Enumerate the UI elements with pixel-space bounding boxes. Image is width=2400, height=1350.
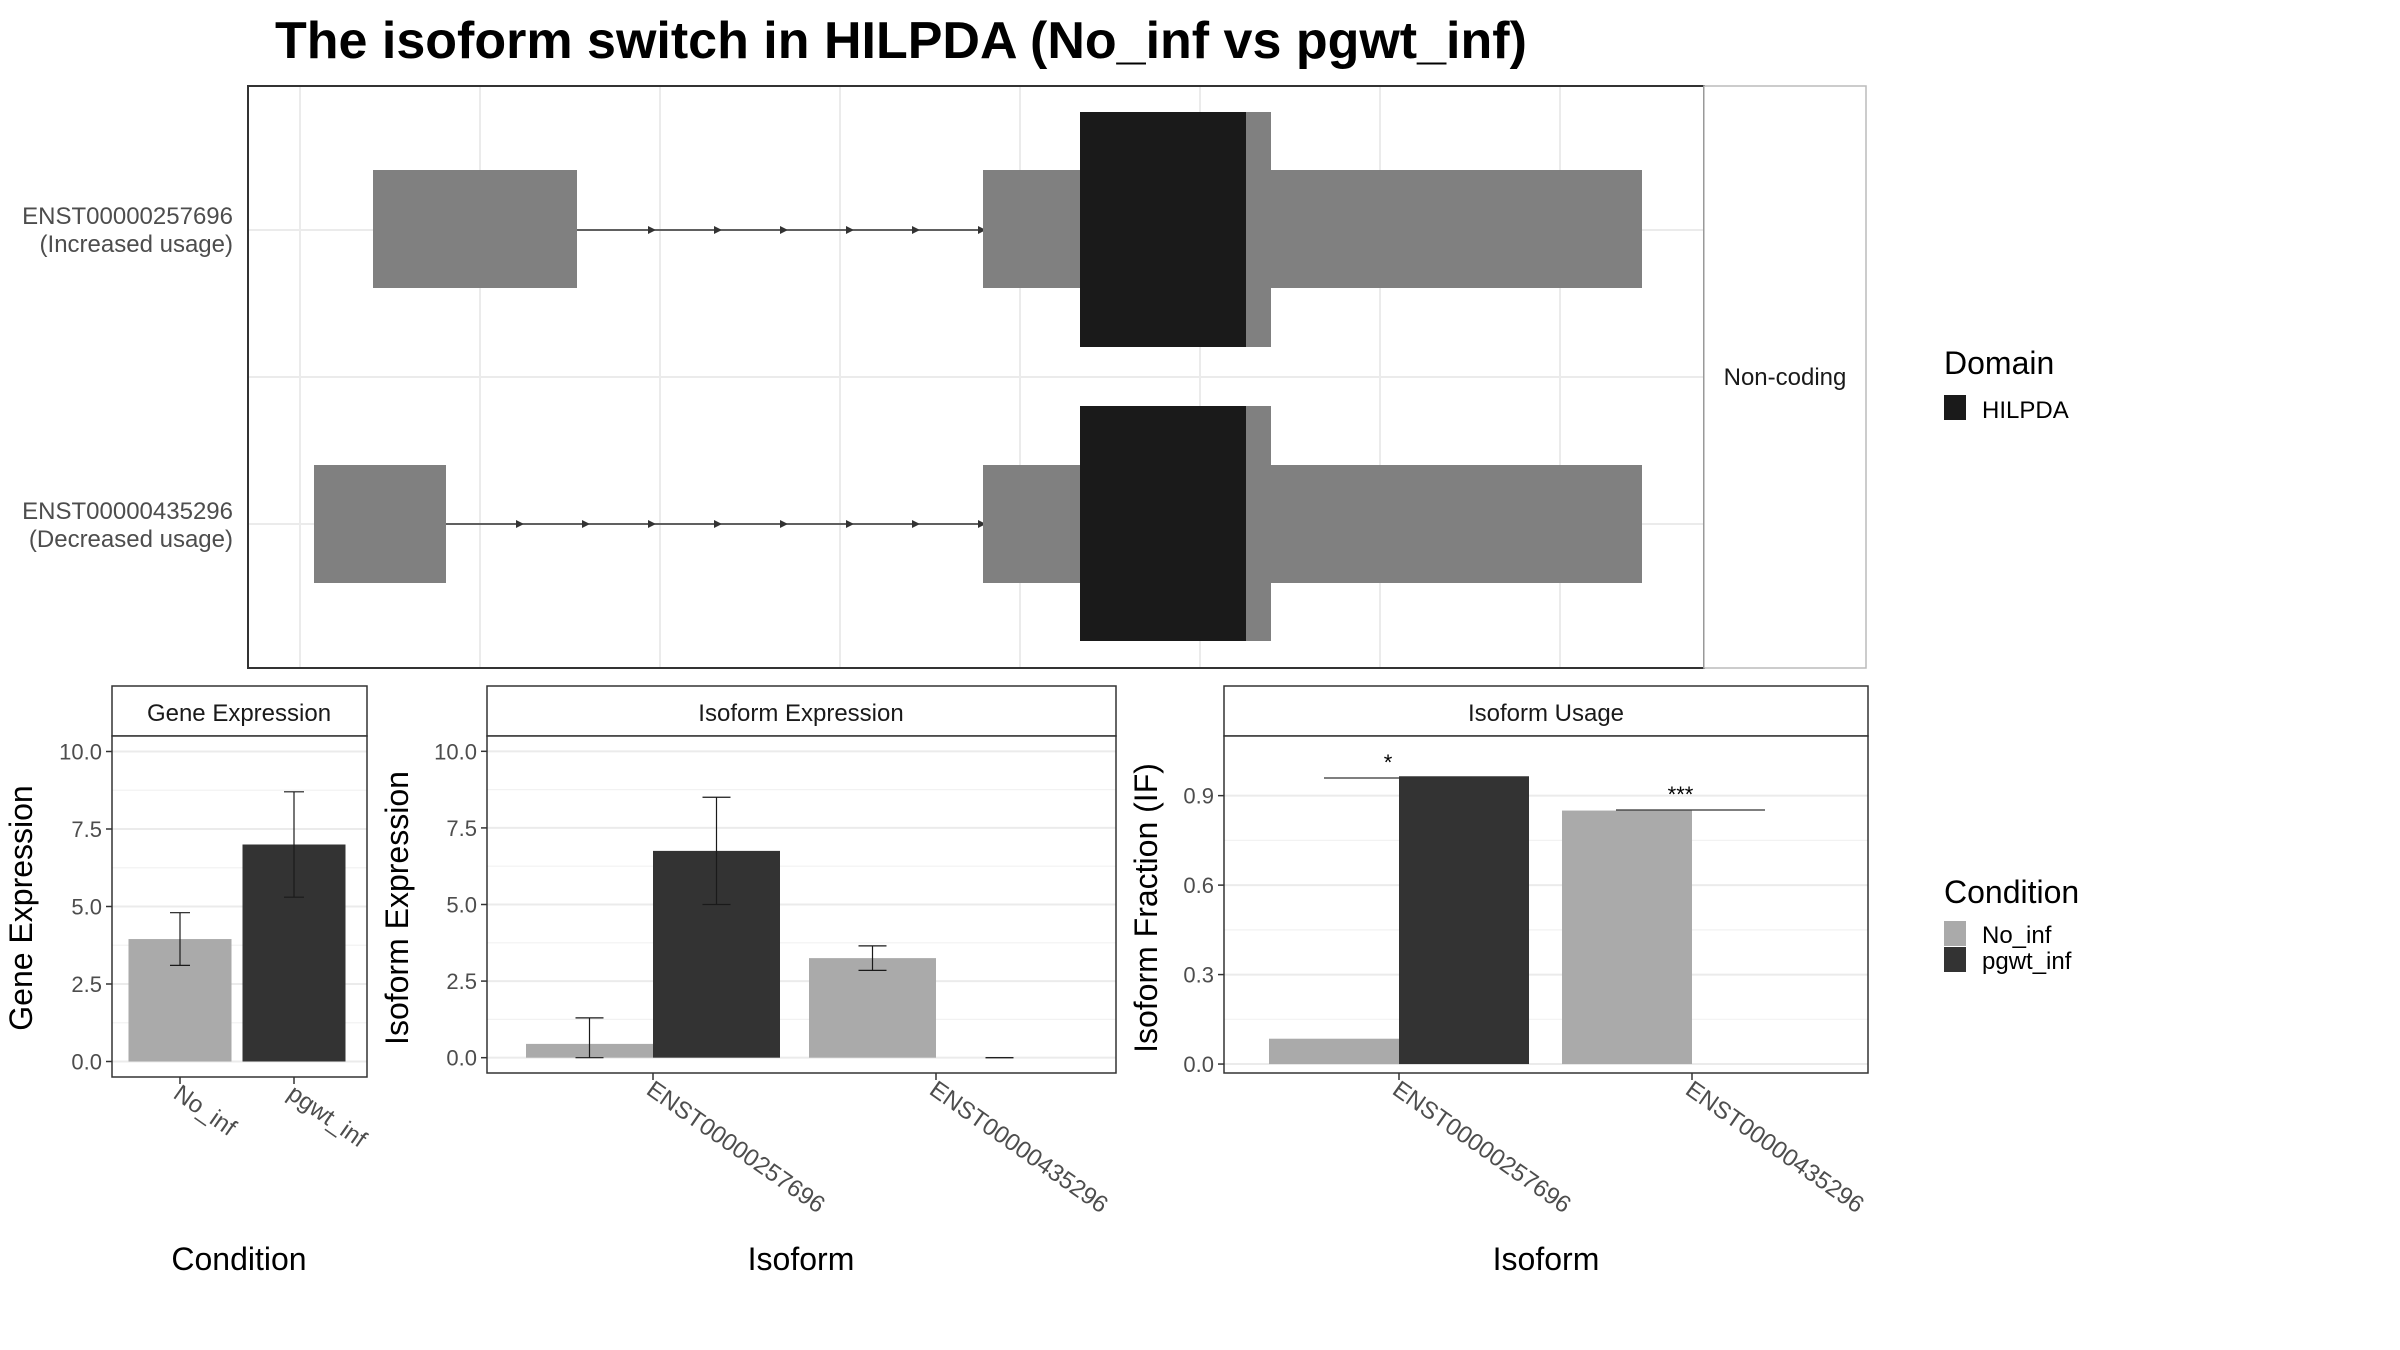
isoform-usage-strip: [1223, 685, 1869, 737]
gene-expression-y-tick-label: 5.0: [71, 895, 102, 920]
isoform-expression-x-title: Isoform: [748, 1241, 855, 1277]
isoform-usage-y-title: Isoform Fraction (IF): [1128, 763, 1164, 1053]
isoform-expression-y-tick-label: 7.5: [446, 816, 477, 841]
gene-expression-panel: Gene Expression 0.0 2.5 5.0 7.5 10.0 No_inf p…: [3, 685, 372, 1277]
structure-facet-strip: [1703, 85, 1867, 669]
isoform-usage-y-tick-label: 0.6: [1183, 873, 1214, 898]
domain-hilpda: [1080, 406, 1246, 641]
isoform-expression-x-tick-label: ENST00000435296: [925, 1076, 1113, 1219]
isoform-expression-x-axis: ENST00000257696 ENST00000435296: [642, 1073, 1113, 1219]
gene-expression-y-tick-label: 0.0: [71, 1050, 102, 1075]
isoform-usage-significance: ****: [1324, 750, 1765, 811]
isoform-expression-y-title: Isoform Expression: [379, 771, 415, 1045]
isoform-1-id-label: ENST00000257696: [22, 203, 233, 230]
condition-legend-swatch-no-inf: [1944, 921, 1966, 946]
gene-expression-strip-label: Gene Expression: [147, 700, 331, 727]
isoform-usage-grid: [1224, 794, 1868, 1066]
structure-panel: Non-coding ENST00000257696 (Increased us…: [22, 85, 1867, 669]
gene-expression-y-title: Gene Expression: [3, 785, 39, 1030]
gene-expression-y-axis: 0.0 2.5 5.0 7.5 10.0: [59, 740, 112, 1075]
significance-label: ***: [1668, 782, 1694, 807]
isoform-expression-y-axis: 0.0 2.5 5.0 7.5 10.0: [434, 739, 487, 1071]
domain-legend: Domain HILPDA: [1944, 345, 2069, 424]
cds-block: [1245, 112, 1271, 347]
condition-legend-swatch-pgwt-inf: [1944, 947, 1966, 972]
gene-expression-error-bars: [170, 791, 304, 967]
isoform-usage-x-tick-label: ENST00000257696: [1388, 1076, 1576, 1219]
isoform-usage-x-tick-label: ENST00000435296: [1681, 1076, 1869, 1219]
gene-expression-y-tick-label: 10.0: [59, 740, 102, 765]
isoform-2-usage-label: (Decreased usage): [29, 526, 233, 553]
isoform-usage-bar-No_inf: [1269, 1038, 1399, 1065]
isoform-usage-plot-bg: [1224, 736, 1868, 1073]
gene-expression-x-title: Condition: [171, 1241, 306, 1277]
isoform-usage-strip-label: Isoform Usage: [1468, 700, 1624, 727]
gene-expression-x-tick-label: pgwt_inf: [283, 1080, 372, 1154]
intron-arrows: [648, 226, 986, 234]
isoform-usage-plot-border: [1223, 735, 1869, 1074]
isoform-expression-strip-label: Isoform Expression: [698, 700, 903, 727]
gene-expression-y-tick-label: 7.5: [71, 817, 102, 842]
structure-facet-label: Non-coding: [1724, 364, 1847, 391]
gene-expression-strip: [111, 685, 368, 737]
domain-legend-title: Domain: [1944, 345, 2054, 381]
isoform-usage-bar-No_inf: [1562, 810, 1692, 1065]
isoform-usage-bars: [1269, 776, 1692, 1065]
gene-expression-x-axis: No_inf pgwt_inf: [169, 1077, 372, 1153]
gene-expression-y-tick-label: 2.5: [71, 972, 102, 997]
intron-arrows: [516, 520, 986, 528]
exon-1: [314, 465, 446, 583]
cds-block: [1245, 406, 1271, 641]
isoform-track-1: [373, 112, 1642, 347]
gene-expression-x-tick-label: No_inf: [169, 1080, 242, 1142]
figure-title: The isoform switch in HILPDA (No_inf vs …: [275, 12, 1527, 70]
isoform-expression-bar-No_inf: [809, 958, 936, 1058]
isoform-expression-panel: Isoform Expression 0.0 2.5 5.0 7.5 10.0 ENST…: [379, 685, 1117, 1277]
domain-legend-entry: HILPDA: [1982, 397, 2069, 424]
isoform-expression-y-tick-label: 0.0: [446, 1046, 477, 1071]
isoform-usage-y-axis: 0.0 0.3 0.6 0.9: [1183, 784, 1224, 1077]
isoform-1-usage-label: (Increased usage): [40, 231, 233, 258]
exon-1: [373, 170, 577, 288]
isoform-expression-y-tick-label: 5.0: [446, 893, 477, 918]
isoform-2-id-label: ENST00000435296: [22, 498, 233, 525]
isoform-expression-error-bars: [575, 796, 1014, 1059]
isoform-usage-x-axis: ENST00000257696 ENST00000435296: [1388, 1073, 1869, 1219]
isoform-expression-y-tick-label: 10.0: [434, 739, 477, 764]
condition-legend-title: Condition: [1944, 874, 2079, 910]
significance-label: *: [1384, 750, 1393, 775]
isoform-usage-x-title: Isoform: [1493, 1241, 1600, 1277]
isoform-expression-y-tick-label: 2.5: [446, 969, 477, 994]
isoform-expression-x-tick-label: ENST00000257696: [642, 1076, 830, 1219]
isoform-usage-y-tick-label: 0.9: [1183, 784, 1214, 809]
isoform-track-2: [314, 406, 1642, 641]
domain-hilpda: [1080, 112, 1246, 347]
isoform-usage-y-tick-label: 0.3: [1183, 963, 1214, 988]
isoform-usage-bar-pgwt_inf: [1399, 776, 1529, 1065]
condition-legend-entry-no-inf: No_inf: [1982, 922, 2052, 949]
condition-legend: Condition No_inf pgwt_inf: [1944, 874, 2079, 975]
isoform-usage-panel: Isoform Usage **** 0.00.30.60.9 ENST0000…: [1128, 685, 1869, 1277]
isoform-usage-y-tick-label: 0.0: [1183, 1052, 1214, 1077]
condition-legend-entry-pgwt-inf: pgwt_inf: [1982, 948, 2072, 975]
domain-legend-swatch: [1944, 395, 1966, 420]
